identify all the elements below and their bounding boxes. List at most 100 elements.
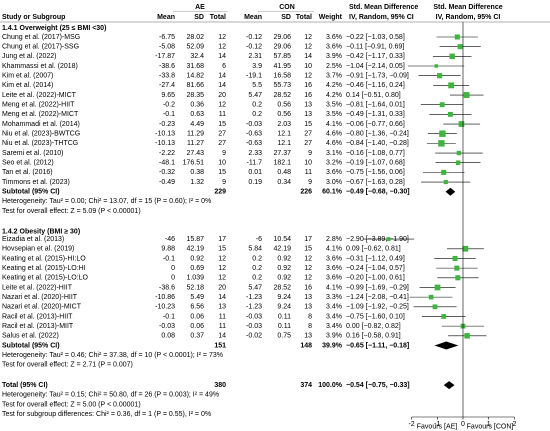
- study-name: Jung et al. (2022): [2, 53, 56, 60]
- study-square: [448, 82, 455, 89]
- con-value: 16: [304, 82, 312, 89]
- con-value: 12: [304, 265, 312, 272]
- ae-value: 0.36: [190, 102, 204, 109]
- ae-value: 6: [222, 63, 226, 70]
- subtotal-label: Subtotal (95% CI): [2, 342, 60, 349]
- con-value: 16: [304, 92, 312, 99]
- column-header: Mean: [157, 14, 175, 21]
- subtotal-weight: 39.9%: [322, 342, 343, 349]
- weight: 4.2%: [326, 82, 342, 89]
- diamond: [434, 341, 459, 350]
- ae-value: 12: [218, 102, 226, 109]
- con-value: 0.48: [277, 169, 291, 176]
- con-value: 0.34: [277, 179, 291, 186]
- heterogeneity: Heterogeneity: Tau² = 0.15; Chi² = 50.80…: [2, 392, 219, 399]
- ae-value: -2.22: [159, 150, 175, 157]
- overall-effect: Test for overall effect: Z = 2.71 (P = 0…: [2, 362, 133, 369]
- weight: 4.2%: [326, 92, 342, 99]
- ae-value: 32.4: [190, 53, 204, 60]
- weight: 2.8%: [326, 236, 342, 243]
- weight: 3.9%: [326, 333, 342, 340]
- total-ci: −0.54 [−0.75, −0.33]: [346, 382, 410, 389]
- con-value: -11.7: [247, 160, 263, 167]
- ae-value: -38.6: [159, 63, 175, 70]
- study-square: [432, 304, 438, 310]
- weight: 2.5%: [326, 63, 342, 70]
- ci-text: −0.22 [−1.03, 0.58]: [346, 34, 405, 41]
- con-value: -19.1: [246, 73, 262, 80]
- ae-value: -33.8: [159, 73, 175, 80]
- study-name: Nazari et al. (2020)-MICT: [2, 304, 82, 311]
- weight: 4.1%: [326, 246, 342, 253]
- ae-value: -0.1: [163, 255, 175, 262]
- con-value: 10.54: [273, 236, 291, 243]
- con-value: 0.92: [277, 275, 291, 282]
- column-header: Weight: [319, 14, 343, 21]
- study-square: [443, 179, 448, 185]
- ci-text: −0.16 [−1.08, 0.77]: [346, 150, 405, 157]
- ae-value: 11: [219, 313, 226, 320]
- ae-value: 11.27: [187, 140, 204, 147]
- favours-left: Favours [AE]: [417, 423, 458, 430]
- study-square: [441, 314, 447, 319]
- weight: 3.4%: [326, 304, 342, 311]
- con-value: 0.75: [277, 333, 291, 340]
- con-value: 0.2: [252, 275, 262, 282]
- study-name: Meng et al. (2022)-HIIT: [2, 102, 75, 109]
- ae-value: 1.039: [186, 275, 204, 282]
- weight: 3.4%: [326, 323, 342, 330]
- con-value: 0.2: [252, 102, 262, 109]
- subtotal-ae: 229: [214, 189, 226, 196]
- column-header: SD: [281, 14, 291, 21]
- ae-value: 52.18: [186, 284, 204, 291]
- ae-value: -10.13: [155, 131, 175, 138]
- ci-text: −1.09 [−1.92, −0.25]: [346, 304, 409, 311]
- con-value: 9.24: [277, 304, 291, 311]
- con-value: 0.92: [277, 255, 291, 262]
- ci-text: 0.09 [−0.62, 0.81]: [346, 246, 401, 253]
- ae-value: -0.23: [159, 121, 175, 128]
- con-value: -0.63: [246, 131, 262, 138]
- ae-value: -10.86: [155, 294, 175, 301]
- study-name: Eizadia et al. (2013): [2, 236, 64, 243]
- con-value: 8: [308, 323, 312, 330]
- ae-value: 17: [218, 236, 226, 243]
- ae-value: 12: [218, 34, 226, 41]
- study-name: Mohammadi et al. (2014): [2, 121, 80, 128]
- column-header: Total: [296, 14, 312, 21]
- tick-label: -2: [408, 421, 414, 428]
- con-value: 0.2: [252, 255, 262, 262]
- ae-value: -0.2: [163, 102, 175, 109]
- study-square: [456, 150, 462, 156]
- ae-value: -0.1: [163, 111, 175, 118]
- favours-right: Favours [CON]: [467, 423, 514, 430]
- study-square: [434, 64, 439, 68]
- con-value: 5.84: [248, 246, 262, 253]
- subgroup-title: 1.4.1 Overweight (25 ≤ BMI <30): [2, 25, 106, 32]
- con-value: 15: [304, 246, 312, 253]
- study-name: Nazari et al. (2020)-HIIT: [2, 294, 78, 301]
- study-square: [439, 130, 446, 137]
- smd-header: Std. Mean Difference: [349, 4, 418, 11]
- con-value: 13: [304, 333, 312, 340]
- ci-text: −0.81 [−1.64, 0.01]: [346, 102, 405, 109]
- ae-value: 0.69: [190, 265, 204, 272]
- ci-text: −0.31 [−1.12, 0.49]: [346, 255, 405, 262]
- study-name: Salus et al. (2022): [2, 333, 59, 340]
- ae-value: 0.38: [190, 169, 204, 176]
- study-square: [457, 44, 463, 50]
- ae-value: 9.88: [161, 246, 175, 253]
- con-value: -0.12: [246, 34, 262, 41]
- con-value: 12.1: [277, 140, 291, 147]
- study-name: Hovsepian et al. (2019): [2, 246, 74, 253]
- ae-value: 15.87: [186, 236, 204, 243]
- ci-text: −0.49 [−1.31, 0.33]: [346, 111, 405, 118]
- subgroup-test: Test for subgroup differences: Chi² = 0.…: [2, 411, 211, 418]
- con-value: 13: [304, 304, 312, 311]
- ci-text: −0.11 [−0.91, 0.69]: [346, 44, 404, 51]
- con-value: 12: [304, 255, 312, 262]
- ae-value: 4.49: [190, 121, 204, 128]
- study-name: Khammassi et al. (2018): [2, 63, 78, 70]
- plot-subheader: IV, Random, 95% CI: [436, 14, 501, 21]
